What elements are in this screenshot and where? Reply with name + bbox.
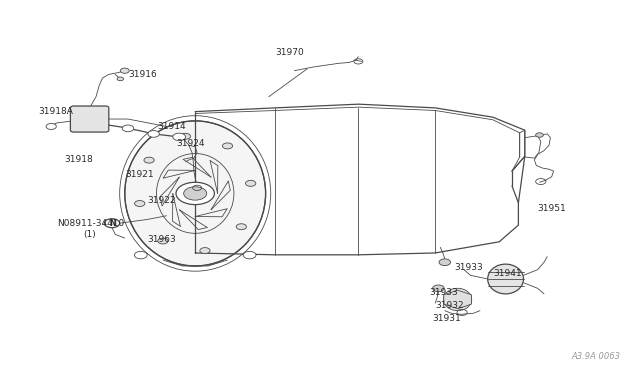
Text: 31970: 31970: [275, 48, 304, 57]
Text: 31918: 31918: [64, 155, 93, 164]
Text: 31931: 31931: [432, 314, 461, 323]
Ellipse shape: [439, 259, 451, 266]
Text: 31922: 31922: [147, 196, 176, 205]
Ellipse shape: [246, 180, 256, 186]
Ellipse shape: [180, 133, 191, 139]
Ellipse shape: [433, 285, 444, 292]
Ellipse shape: [536, 133, 543, 137]
Text: 31933: 31933: [429, 288, 458, 296]
Ellipse shape: [243, 251, 256, 259]
Ellipse shape: [236, 224, 246, 230]
Ellipse shape: [134, 251, 147, 259]
Text: N08911-34410: N08911-34410: [58, 219, 125, 228]
Ellipse shape: [222, 143, 232, 149]
Ellipse shape: [158, 238, 168, 244]
Text: 31963: 31963: [147, 235, 176, 244]
Text: 31918A: 31918A: [38, 107, 73, 116]
Ellipse shape: [125, 121, 266, 266]
Text: 31914: 31914: [157, 122, 186, 131]
Ellipse shape: [444, 288, 472, 311]
Ellipse shape: [117, 77, 124, 81]
Text: N: N: [109, 219, 115, 228]
Text: A3.9A 0063: A3.9A 0063: [572, 352, 621, 361]
Text: 31932: 31932: [435, 301, 464, 310]
Text: 31924: 31924: [176, 139, 205, 148]
Text: 31921: 31921: [125, 170, 154, 179]
Ellipse shape: [173, 133, 186, 141]
Ellipse shape: [184, 187, 207, 200]
Ellipse shape: [488, 264, 524, 294]
Ellipse shape: [122, 125, 134, 132]
Ellipse shape: [200, 248, 210, 254]
Text: 31951: 31951: [538, 204, 566, 213]
Ellipse shape: [46, 124, 56, 129]
Text: 31933: 31933: [454, 263, 483, 272]
Ellipse shape: [134, 201, 145, 206]
Ellipse shape: [120, 68, 129, 73]
Text: 31941: 31941: [493, 269, 522, 278]
Ellipse shape: [176, 182, 214, 205]
Ellipse shape: [148, 131, 159, 137]
Text: (1): (1): [83, 230, 96, 239]
Text: 31916: 31916: [128, 70, 157, 79]
FancyBboxPatch shape: [70, 106, 109, 132]
Ellipse shape: [144, 157, 154, 163]
